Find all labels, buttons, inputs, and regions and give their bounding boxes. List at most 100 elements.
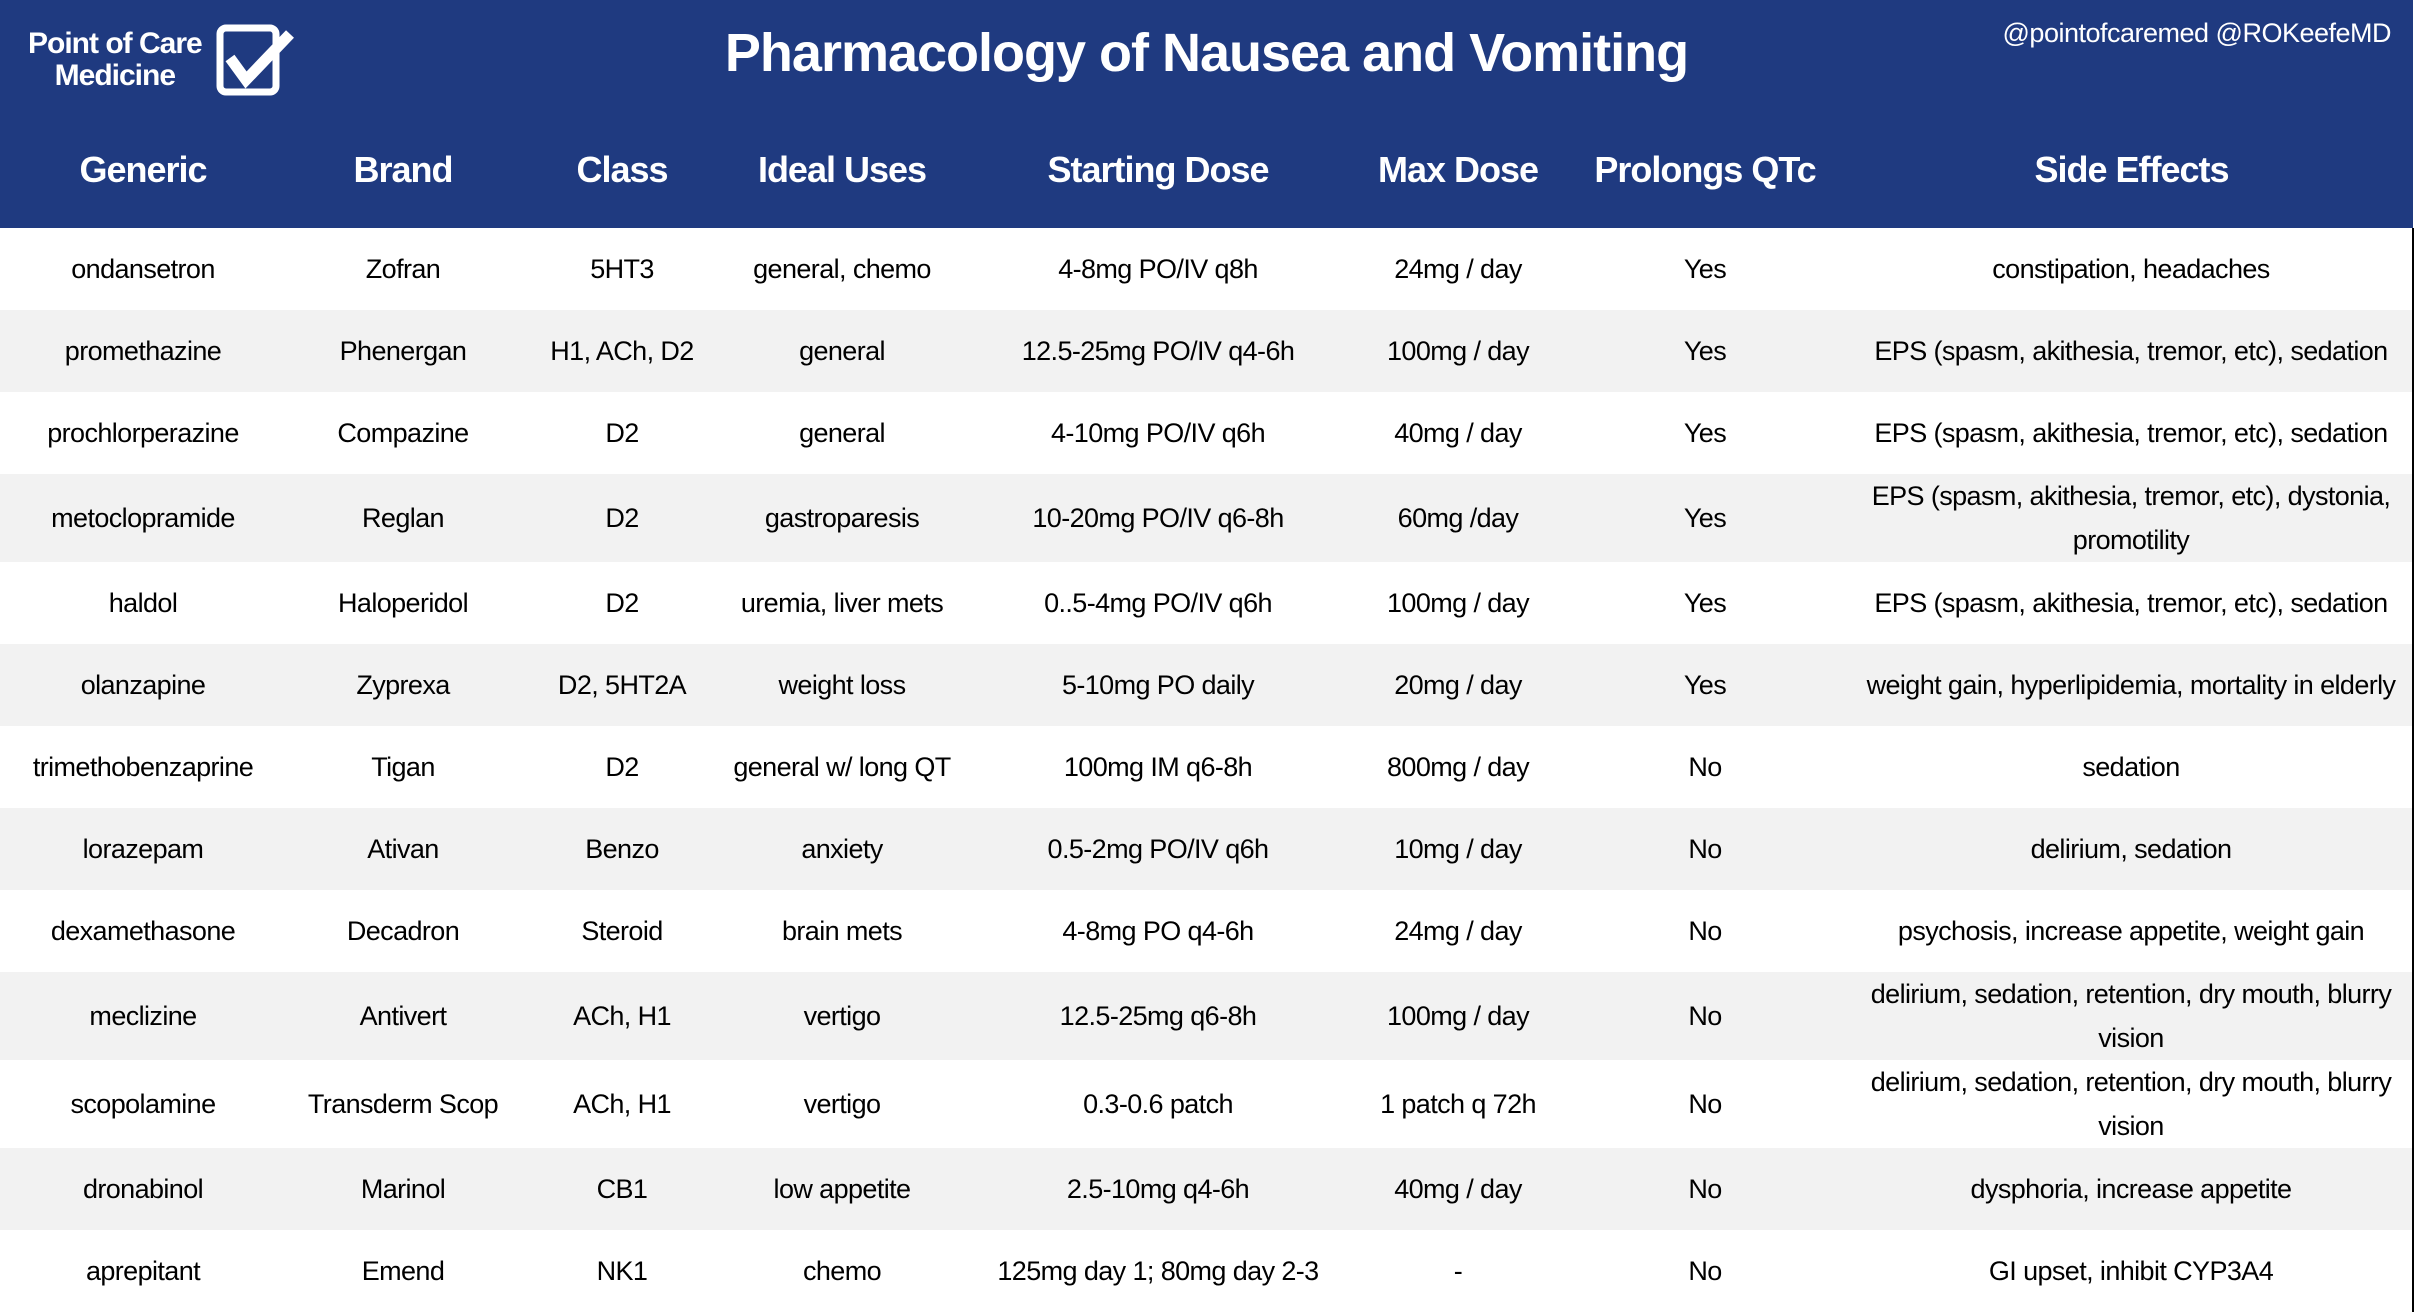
logo-line1: Point of Care: [28, 27, 203, 60]
cell-class: 5HT3: [590, 254, 654, 284]
cell-prolongs-qtc: Yes: [1683, 588, 1727, 618]
logo-line2: Medicine: [54, 59, 176, 92]
cell-generic: metoclopramide: [0, 474, 286, 562]
cell-brand: Decadron: [346, 916, 460, 946]
cell-ideal-uses: weight loss: [724, 644, 960, 726]
cell-prolongs-qtc: No: [1688, 1089, 1722, 1119]
cell-generic: dronabinol: [0, 1148, 286, 1230]
table-row: aprepitant Emend NK1 chemo 125mg day 1; 80mg…: [0, 1230, 2413, 1312]
cell-side-effects: EPS (spasm, akithesia, tremor, etc), dys…: [1850, 474, 2413, 562]
logo: Point of Care Medicine: [28, 24, 296, 96]
cell-side-effects: weight gain, hyperlipidemia, mortality i…: [1850, 644, 2413, 726]
cell-starting-dose: 12.5-25mg q6-8h: [960, 972, 1356, 1060]
cell-class: D2, 5HT2A: [520, 644, 724, 726]
cell-prolongs-qtc: No: [1560, 1148, 1850, 1230]
cell-prolongs-qtc: No: [1560, 808, 1850, 890]
cell-ideal-uses: vertigo: [724, 972, 960, 1060]
cell-side-effects: psychosis, increase appetite, weight gai…: [1897, 916, 2365, 946]
cell-class: Benzo: [520, 808, 724, 890]
cell-max-dose: 24mg / day: [1394, 254, 1522, 284]
cell-generic: aprepitant: [85, 1256, 201, 1286]
table-row: haldol Haloperidol D2 uremia, liver mets 0..…: [0, 562, 2413, 644]
table-row: lorazepam Ativan Benzo anxiety 0.5-2mg PO/IV…: [0, 808, 2413, 890]
cell-max-dose: 800mg / day: [1387, 752, 1530, 782]
cell-side-effects: dysphoria, increase appetite: [1850, 1148, 2413, 1230]
cell-ideal-uses: chemo: [802, 1256, 882, 1286]
cell-max-dose: 60mg /day: [1356, 474, 1560, 562]
cell-prolongs-qtc: Yes: [1683, 418, 1727, 448]
cell-ideal-uses: general: [724, 310, 960, 392]
drug-table: ondansetron Zofran 5HT3 general, chemo 4-8mg…: [0, 228, 2414, 1312]
cell-starting-dose: 125mg day 1; 80mg day 2-3: [997, 1256, 1319, 1286]
cell-brand: Reglan: [286, 474, 520, 562]
table-row: olanzapine Zyprexa D2, 5HT2A weight loss 5-1…: [0, 644, 2413, 726]
col-class: Class: [576, 149, 668, 190]
cell-starting-dose: 100mg IM q6-8h: [1063, 752, 1253, 782]
cell-class: D2: [605, 752, 639, 782]
cell-ideal-uses: low appetite: [724, 1148, 960, 1230]
cell-prolongs-qtc: Yes: [1560, 644, 1850, 726]
cell-max-dose: 40mg / day: [1356, 1148, 1560, 1230]
cell-brand: Marinol: [286, 1148, 520, 1230]
cell-max-dose: 24mg / day: [1394, 916, 1522, 946]
cell-max-dose: 100mg / day: [1356, 310, 1560, 392]
cell-brand: Zofran: [365, 254, 441, 284]
header-banner: Point of Care Medicine Pharmacology of N…: [0, 0, 2413, 228]
checkbox-icon: [216, 24, 294, 96]
page-title: Pharmacology of Nausea and Vomiting: [724, 23, 1689, 83]
cell-generic: lorazepam: [0, 808, 286, 890]
cell-max-dose: -: [1453, 1256, 1463, 1286]
cell-class: ACh, H1: [520, 972, 724, 1060]
cell-side-effects: delirium, sedation, retention, dry mouth…: [1850, 972, 2413, 1060]
cell-class: CB1: [520, 1148, 724, 1230]
cell-generic: meclizine: [0, 972, 286, 1060]
cell-generic: haldol: [108, 588, 178, 618]
cell-prolongs-qtc: No: [1688, 752, 1722, 782]
col-prolongs-qtc: Prolongs QTc: [1594, 149, 1816, 190]
cell-class: D2: [605, 418, 639, 448]
cell-starting-dose: 4-8mg PO q4-6h: [1062, 916, 1254, 946]
cell-side-effects: EPS (spasm, akithesia, tremor, etc), sed…: [1850, 310, 2413, 392]
cell-generic: scopolamine: [70, 1089, 217, 1119]
cell-generic: dexamethasone: [50, 916, 236, 946]
cell-starting-dose: 10-20mg PO/IV q6-8h: [960, 474, 1356, 562]
cell-brand: Haloperidol: [338, 588, 469, 618]
cell-brand: Antivert: [286, 972, 520, 1060]
cell-side-effects: EPS (spasm, akithesia, tremor, etc), sed…: [1874, 588, 2388, 618]
cell-brand: Emend: [361, 1256, 445, 1286]
cell-side-effects: sedation: [2082, 752, 2180, 782]
cell-max-dose: 1 patch q 72h: [1380, 1089, 1536, 1119]
cell-class: Steroid: [581, 916, 663, 946]
cell-class: NK1: [596, 1256, 648, 1286]
cell-ideal-uses: anxiety: [724, 808, 960, 890]
cell-ideal-uses: vertigo: [803, 1089, 881, 1119]
cell-generic: trimethobenzaprine: [32, 752, 254, 782]
table-row: dronabinol Marinol CB1 low appetite 2.5-10mg…: [0, 1148, 2413, 1230]
table-row: dexamethasone Decadron Steroid brain mets 4-…: [0, 890, 2413, 972]
cell-class: D2: [605, 588, 639, 618]
cell-ideal-uses: general: [799, 418, 885, 448]
cell-generic: ondansetron: [71, 254, 215, 284]
cell-side-effects: GI upset, inhibit CYP3A4: [1988, 1256, 2274, 1286]
cell-max-dose: 40mg / day: [1394, 418, 1522, 448]
cell-ideal-uses: general w/ long QT: [733, 752, 951, 782]
cell-side-effects: delirium, sedation: [1850, 808, 2413, 890]
cell-prolongs-qtc: No: [1688, 1256, 1722, 1286]
cell-starting-dose: 5-10mg PO daily: [960, 644, 1356, 726]
cell-starting-dose: 0.5-2mg PO/IV q6h: [960, 808, 1356, 890]
cell-ideal-uses: brain mets: [781, 916, 903, 946]
cell-starting-dose: 0..5-4mg PO/IV q6h: [1044, 588, 1272, 618]
col-side-effects: Side Effects: [2034, 149, 2229, 190]
cell-prolongs-qtc: No: [1688, 916, 1722, 946]
cell-class: H1, ACh, D2: [520, 310, 724, 392]
cell-starting-dose: 0.3-0.6 patch: [1083, 1089, 1233, 1119]
cell-brand: Zyprexa: [286, 644, 520, 726]
cell-generic: promethazine: [0, 310, 286, 392]
cell-brand: Transderm Scop: [307, 1089, 499, 1119]
cell-max-dose: 20mg / day: [1356, 644, 1560, 726]
cell-brand: Compazine: [337, 418, 469, 448]
col-generic: Generic: [79, 149, 207, 190]
cell-max-dose: 100mg / day: [1356, 972, 1560, 1060]
table-row: promethazine Phenergan H1, ACh, D2 general 1…: [0, 310, 2413, 392]
table-row: scopolamine Transderm Scop ACh, H1 vertigo 0…: [0, 1060, 2413, 1148]
